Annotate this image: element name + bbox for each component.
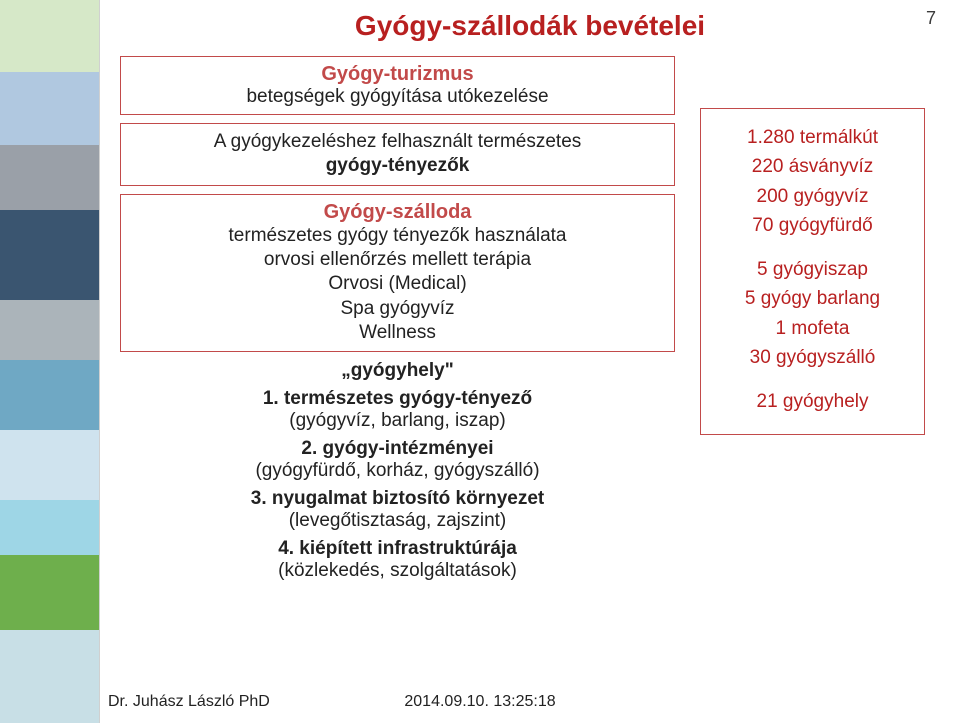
b4-n4: 4. kiépített infrastruktúrája [120, 538, 675, 560]
box3-l3: Orvosi (Medical) [131, 272, 664, 296]
box-gyogy-szalloda: Gyógy-szálloda természetes gyógy tényező… [120, 194, 675, 353]
box2-line2: gyógy-tényezők [131, 154, 664, 178]
left-image-strip [0, 0, 100, 723]
stat-gyogyviz: 200 gyógyvíz [711, 182, 914, 211]
stat-mofeta: 1 mofeta [711, 314, 914, 343]
box1-heading: Gyógy-turizmus [131, 63, 664, 86]
b4-p1: (gyógyvíz, barlang, iszap) [120, 410, 675, 432]
box3-heading: Gyógy-szálloda [131, 201, 664, 224]
b4-p2: (gyógyfürdő, korház, gyógyszálló) [120, 460, 675, 482]
box2-line1: A gyógykezeléshez felhasznált természete… [131, 130, 664, 154]
box3-l1: természetes gyógy tényezők használata [131, 224, 664, 248]
stat-termalkut: 1.280 termálkút [711, 123, 914, 152]
stat-gyogyfurdo: 70 gyógyfürdő [711, 211, 914, 240]
box1-sub: betegségek gyógyítása utókezelése [131, 86, 664, 108]
footer-timestamp: 2014.09.10. 13:25:18 [0, 693, 960, 711]
right-stats-box: 1.280 termálkút 220 ásványvíz 200 gyógyv… [700, 108, 925, 435]
gap [711, 373, 914, 387]
box3-l4: Spa gyógyvíz [131, 297, 664, 321]
slide-title: Gyógy-szállodák bevételei [100, 10, 960, 42]
stat-asvanyviz: 220 ásványvíz [711, 152, 914, 181]
b4-n1: 1. természetes gyógy-tényező [120, 388, 675, 410]
b4-p4: (közlekedés, szolgáltatások) [120, 560, 675, 582]
b4-p3: (levegőtisztaság, zajszint) [120, 510, 675, 532]
slide: Gyógy-szállodák bevételei 7 Gyógy-turizm… [0, 0, 960, 723]
stat-gyogyszallo: 30 gyógyszálló [711, 343, 914, 372]
box3-l2: orvosi ellenőrzés mellett terápia [131, 248, 664, 272]
box3-l5: Wellness [131, 321, 664, 345]
stat-gyogyiszap: 5 gyógyiszap [711, 255, 914, 284]
gap [711, 241, 914, 255]
page-number: 7 [926, 8, 936, 29]
b4-head: „gyógyhely" [120, 360, 675, 382]
b4-n2: 2. gyógy-intézményei [120, 438, 675, 460]
stat-gyogyhely: 21 gyógyhely [711, 387, 914, 416]
box-gyogy-turizmus: Gyógy-turizmus betegségek gyógyítása utó… [120, 56, 675, 115]
box-tenyezok: A gyógykezeléshez felhasznált természete… [120, 123, 675, 186]
block-gyogyhely: „gyógyhely" 1. természetes gyógy-tényező… [120, 360, 675, 582]
b4-n3: 3. nyugalmat biztosító környezet [120, 488, 675, 510]
main-column: Gyógy-turizmus betegségek gyógyítása utó… [120, 56, 675, 582]
stat-gyogybarlang: 5 gyógy barlang [711, 284, 914, 313]
